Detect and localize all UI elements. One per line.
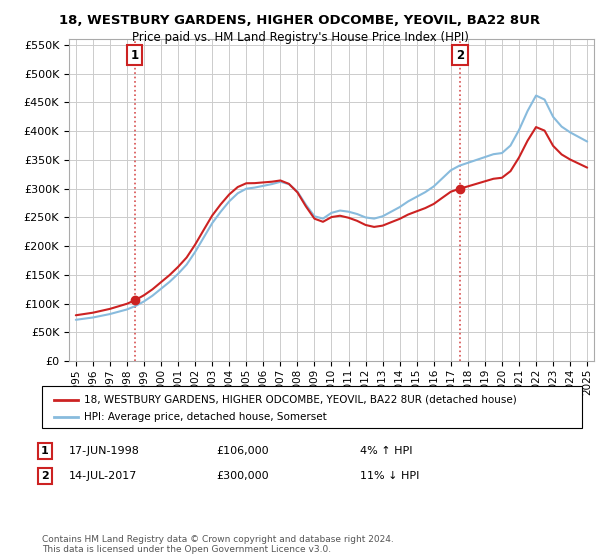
Text: 1: 1 [131,49,139,62]
Text: 18, WESTBURY GARDENS, HIGHER ODCOMBE, YEOVIL, BA22 8UR (detached house): 18, WESTBURY GARDENS, HIGHER ODCOMBE, YE… [84,395,517,405]
Text: £106,000: £106,000 [216,446,269,456]
Text: Price paid vs. HM Land Registry's House Price Index (HPI): Price paid vs. HM Land Registry's House … [131,31,469,44]
Text: 18, WESTBURY GARDENS, HIGHER ODCOMBE, YEOVIL, BA22 8UR: 18, WESTBURY GARDENS, HIGHER ODCOMBE, YE… [59,14,541,27]
Text: 11% ↓ HPI: 11% ↓ HPI [360,471,419,481]
Text: 14-JUL-2017: 14-JUL-2017 [69,471,137,481]
Text: 4% ↑ HPI: 4% ↑ HPI [360,446,413,456]
Text: 2: 2 [456,49,464,62]
Text: 2: 2 [41,471,49,481]
Text: HPI: Average price, detached house, Somerset: HPI: Average price, detached house, Some… [84,412,327,422]
Text: 17-JUN-1998: 17-JUN-1998 [69,446,140,456]
Text: £300,000: £300,000 [216,471,269,481]
Text: Contains HM Land Registry data © Crown copyright and database right 2024.
This d: Contains HM Land Registry data © Crown c… [42,535,394,554]
Text: 1: 1 [41,446,49,456]
